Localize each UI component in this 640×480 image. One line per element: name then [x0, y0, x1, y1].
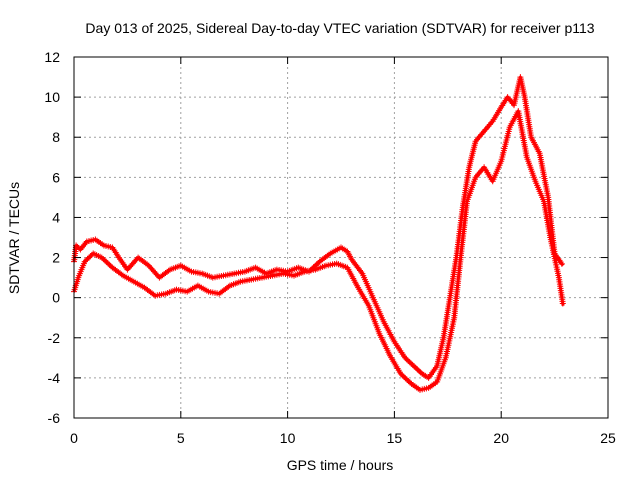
y-tick-label: 12: [44, 49, 60, 65]
data-point-marker: [558, 260, 565, 267]
data-point-marker: [74, 243, 81, 250]
y-tick-label: 4: [52, 209, 60, 225]
data-point-marker: [86, 254, 92, 261]
y-tick-label: -6: [48, 410, 61, 426]
chart-title: Day 013 of 2025, Sidereal Day-to-day VTE…: [85, 20, 594, 36]
x-tick-label: 15: [387, 430, 403, 446]
x-tick-label: 25: [600, 430, 616, 446]
y-tick-label: -2: [48, 330, 61, 346]
axis-ticks: [73, 56, 609, 419]
x-axis-label: GPS time / hours: [287, 457, 394, 473]
y-tick-label: 8: [52, 129, 60, 145]
y-tick-label: 0: [52, 290, 60, 306]
data-point-marker: [83, 257, 90, 264]
data-point-marker: [81, 258, 88, 265]
x-tick-label: 0: [70, 430, 78, 446]
y-tick-label: 6: [52, 169, 60, 185]
plot-frame: [73, 56, 609, 419]
y-axis-label: SDTVAR / TECUs: [6, 182, 22, 294]
x-tick-label: 5: [177, 430, 185, 446]
y-tick-label: 10: [44, 89, 60, 105]
x-tick-labels: 0 5 10 15 20 25: [70, 430, 616, 446]
grid-lines: [74, 57, 608, 418]
data-points: [71, 74, 566, 393]
y-tick-label: 2: [52, 250, 60, 266]
y-tick-labels: -6 -4 -2 0 2 4 6 8 10 12: [44, 49, 60, 426]
x-tick-label: 10: [280, 430, 296, 446]
x-tick-label: 20: [493, 430, 509, 446]
y-tick-label: -4: [48, 370, 61, 386]
data-point-marker: [559, 300, 566, 307]
data-series: [71, 108, 566, 393]
data-point-marker: [87, 253, 94, 260]
